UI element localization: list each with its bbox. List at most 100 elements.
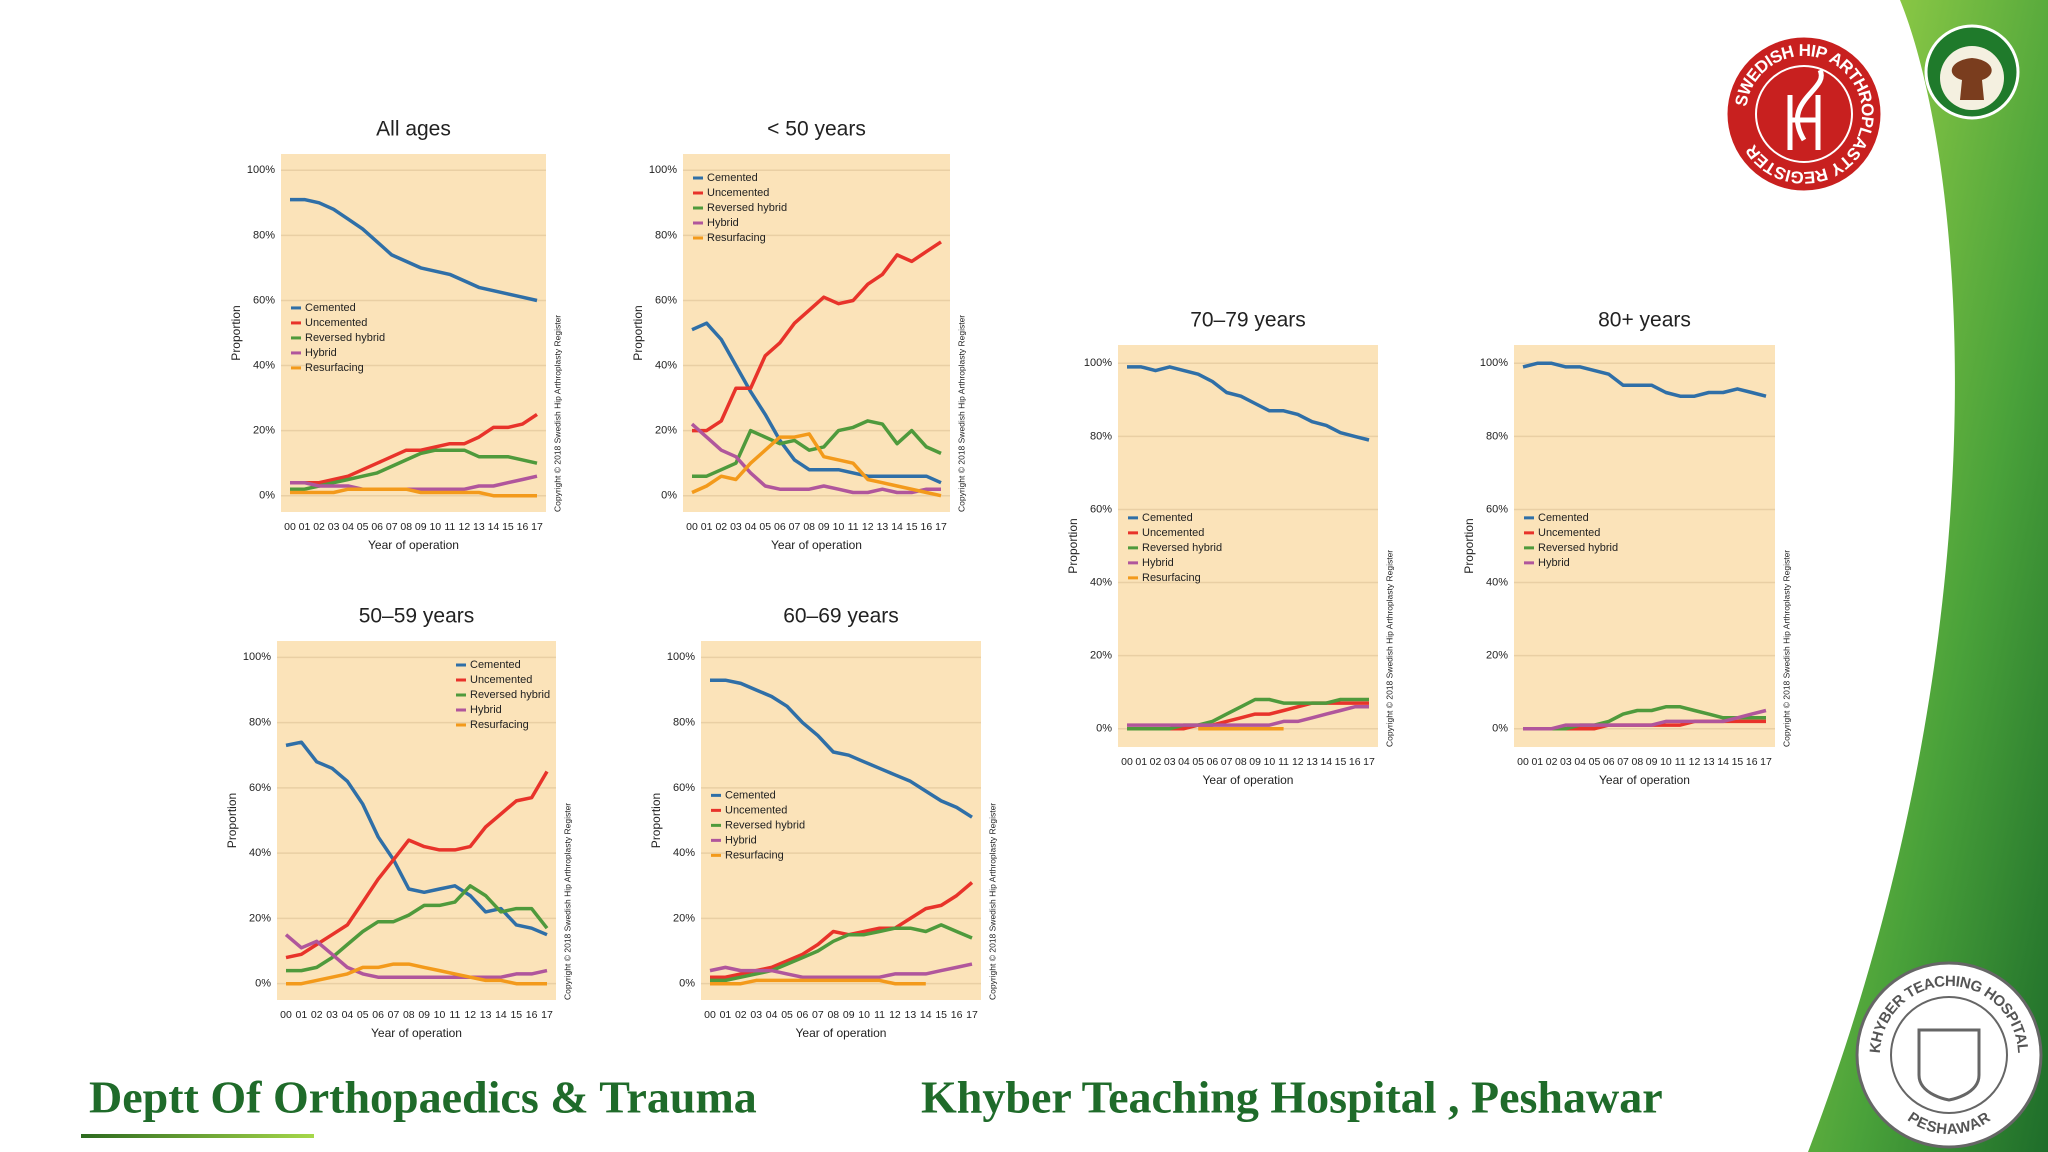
y-tick-label: 80% [1090,430,1112,442]
y-tick-label: 60% [1486,503,1508,515]
y-axis-label: Proportion [649,793,663,848]
y-tick-label: 40% [673,847,695,859]
x-tick-label: 15 [1335,756,1347,768]
legend-label: Resurfacing [470,719,529,731]
plot-area [701,641,981,1000]
x-tick-label: 14 [1320,756,1332,768]
series-line [1127,705,1369,727]
series-line [1127,697,1369,731]
x-tick-label: 15 [935,1009,947,1021]
series-line [691,432,942,498]
x-tick-label: 05 [1192,756,1204,768]
x-tick-label: 13 [473,521,485,533]
x-tick-label: 04 [342,521,354,533]
y-tick-label: 80% [249,716,271,728]
x-tick-label: 10 [1264,756,1276,768]
legend-label: Hybrid [1538,557,1570,569]
x-tick-label: 04 [745,521,757,533]
copyright-note: Copyright © 2018 Swedish Hip Arthroplast… [1384,550,1394,747]
x-tick-label: 05 [781,1009,793,1021]
y-tick-label: 60% [249,782,271,794]
x-tick-label: 01 [1531,756,1543,768]
x-tick-label: 02 [1546,756,1558,768]
x-tick-label: 10 [434,1009,446,1021]
plot-area [281,154,546,512]
footer-right: Khyber Teaching Hospital , Peshawar [921,1072,1663,1123]
x-tick-label: 16 [951,1009,963,1021]
y-tick-label: 0% [255,978,271,990]
y-tick-label: 60% [253,294,275,306]
y-tick-label: 20% [655,425,677,437]
x-tick-label: 04 [1574,756,1586,768]
series-line [284,933,548,979]
x-tick-label: 09 [418,1009,430,1021]
x-tick-label: 10 [1660,756,1672,768]
y-tick-label: 0% [661,490,677,502]
series-line [692,419,942,478]
series-line [709,962,973,979]
x-tick-label: 06 [372,1009,384,1021]
y-tick-label: 20% [253,425,275,437]
x-tick-label: 17 [531,521,543,533]
x-tick-label: 14 [1717,756,1729,768]
x-tick-label: 06 [774,521,786,533]
x-tick-label: 08 [400,521,412,533]
x-tick-label: 06 [371,521,383,533]
legend-label: Reversed hybrid [305,332,385,344]
x-tick-label: 09 [415,521,427,533]
y-axis-label: Proportion [631,305,645,360]
series-line [1127,365,1370,442]
y-tick-label: 80% [655,229,677,241]
chart-title: 80+ years [1598,309,1691,332]
legend-label: Uncemented [470,674,532,686]
x-tick-label: 01 [1135,756,1147,768]
legend-label: Cemented [305,302,356,314]
legend-label: Hybrid [725,834,757,846]
x-tick-label: 06 [797,1009,809,1021]
series-line [1523,705,1766,731]
x-axis-label: Year of operation [796,1026,887,1040]
x-tick-label: 11 [449,1009,460,1021]
x-tick-label: 05 [357,521,369,533]
series-line [286,962,547,986]
x-tick-label: 03 [750,1009,762,1021]
legend-label: Cemented [470,659,521,671]
x-tick-label: 11 [1675,756,1686,768]
y-tick-label: 0% [1492,723,1508,735]
series-line [290,487,537,498]
x-tick-label: 01 [720,1009,732,1021]
x-tick-label: 00 [284,521,296,533]
y-tick-label: 60% [673,782,695,794]
y-tick-label: 40% [655,359,677,371]
y-tick-label: 80% [673,716,695,728]
x-tick-label: 01 [701,521,713,533]
x-tick-label: 07 [812,1009,824,1021]
x-tick-label: 03 [1560,756,1572,768]
legend-label: Resurfacing [1142,572,1201,584]
x-tick-label: 00 [686,521,698,533]
series-line [710,678,973,819]
x-tick-label: 13 [905,1009,917,1021]
x-tick-label: 00 [280,1009,292,1021]
x-tick-label: 06 [1207,756,1219,768]
x-tick-label: 00 [1121,756,1133,768]
x-axis-label: Year of operation [1599,773,1690,787]
legend-label: Uncemented [305,317,367,329]
y-tick-label: 40% [1486,576,1508,588]
copyright-note: Copyright © 2018 Swedish Hip Arthroplast… [1781,550,1791,747]
legend-label: Uncemented [707,187,769,199]
y-axis-label: Proportion [1066,518,1080,573]
y-tick-label: 100% [243,651,271,663]
y-tick-label: 100% [667,651,695,663]
x-tick-label: 13 [1703,756,1715,768]
plot-area [1118,345,1378,747]
y-tick-label: 40% [253,359,275,371]
x-tick-label: 03 [326,1009,338,1021]
y-tick-label: 100% [1480,357,1508,369]
legend-label: Reversed hybrid [1142,542,1222,554]
y-axis-label: Proportion [225,793,239,848]
x-tick-label: 11 [848,521,859,533]
x-tick-label: 07 [1617,756,1629,768]
x-tick-label: 12 [862,521,874,533]
x-tick-label: 12 [1292,756,1304,768]
